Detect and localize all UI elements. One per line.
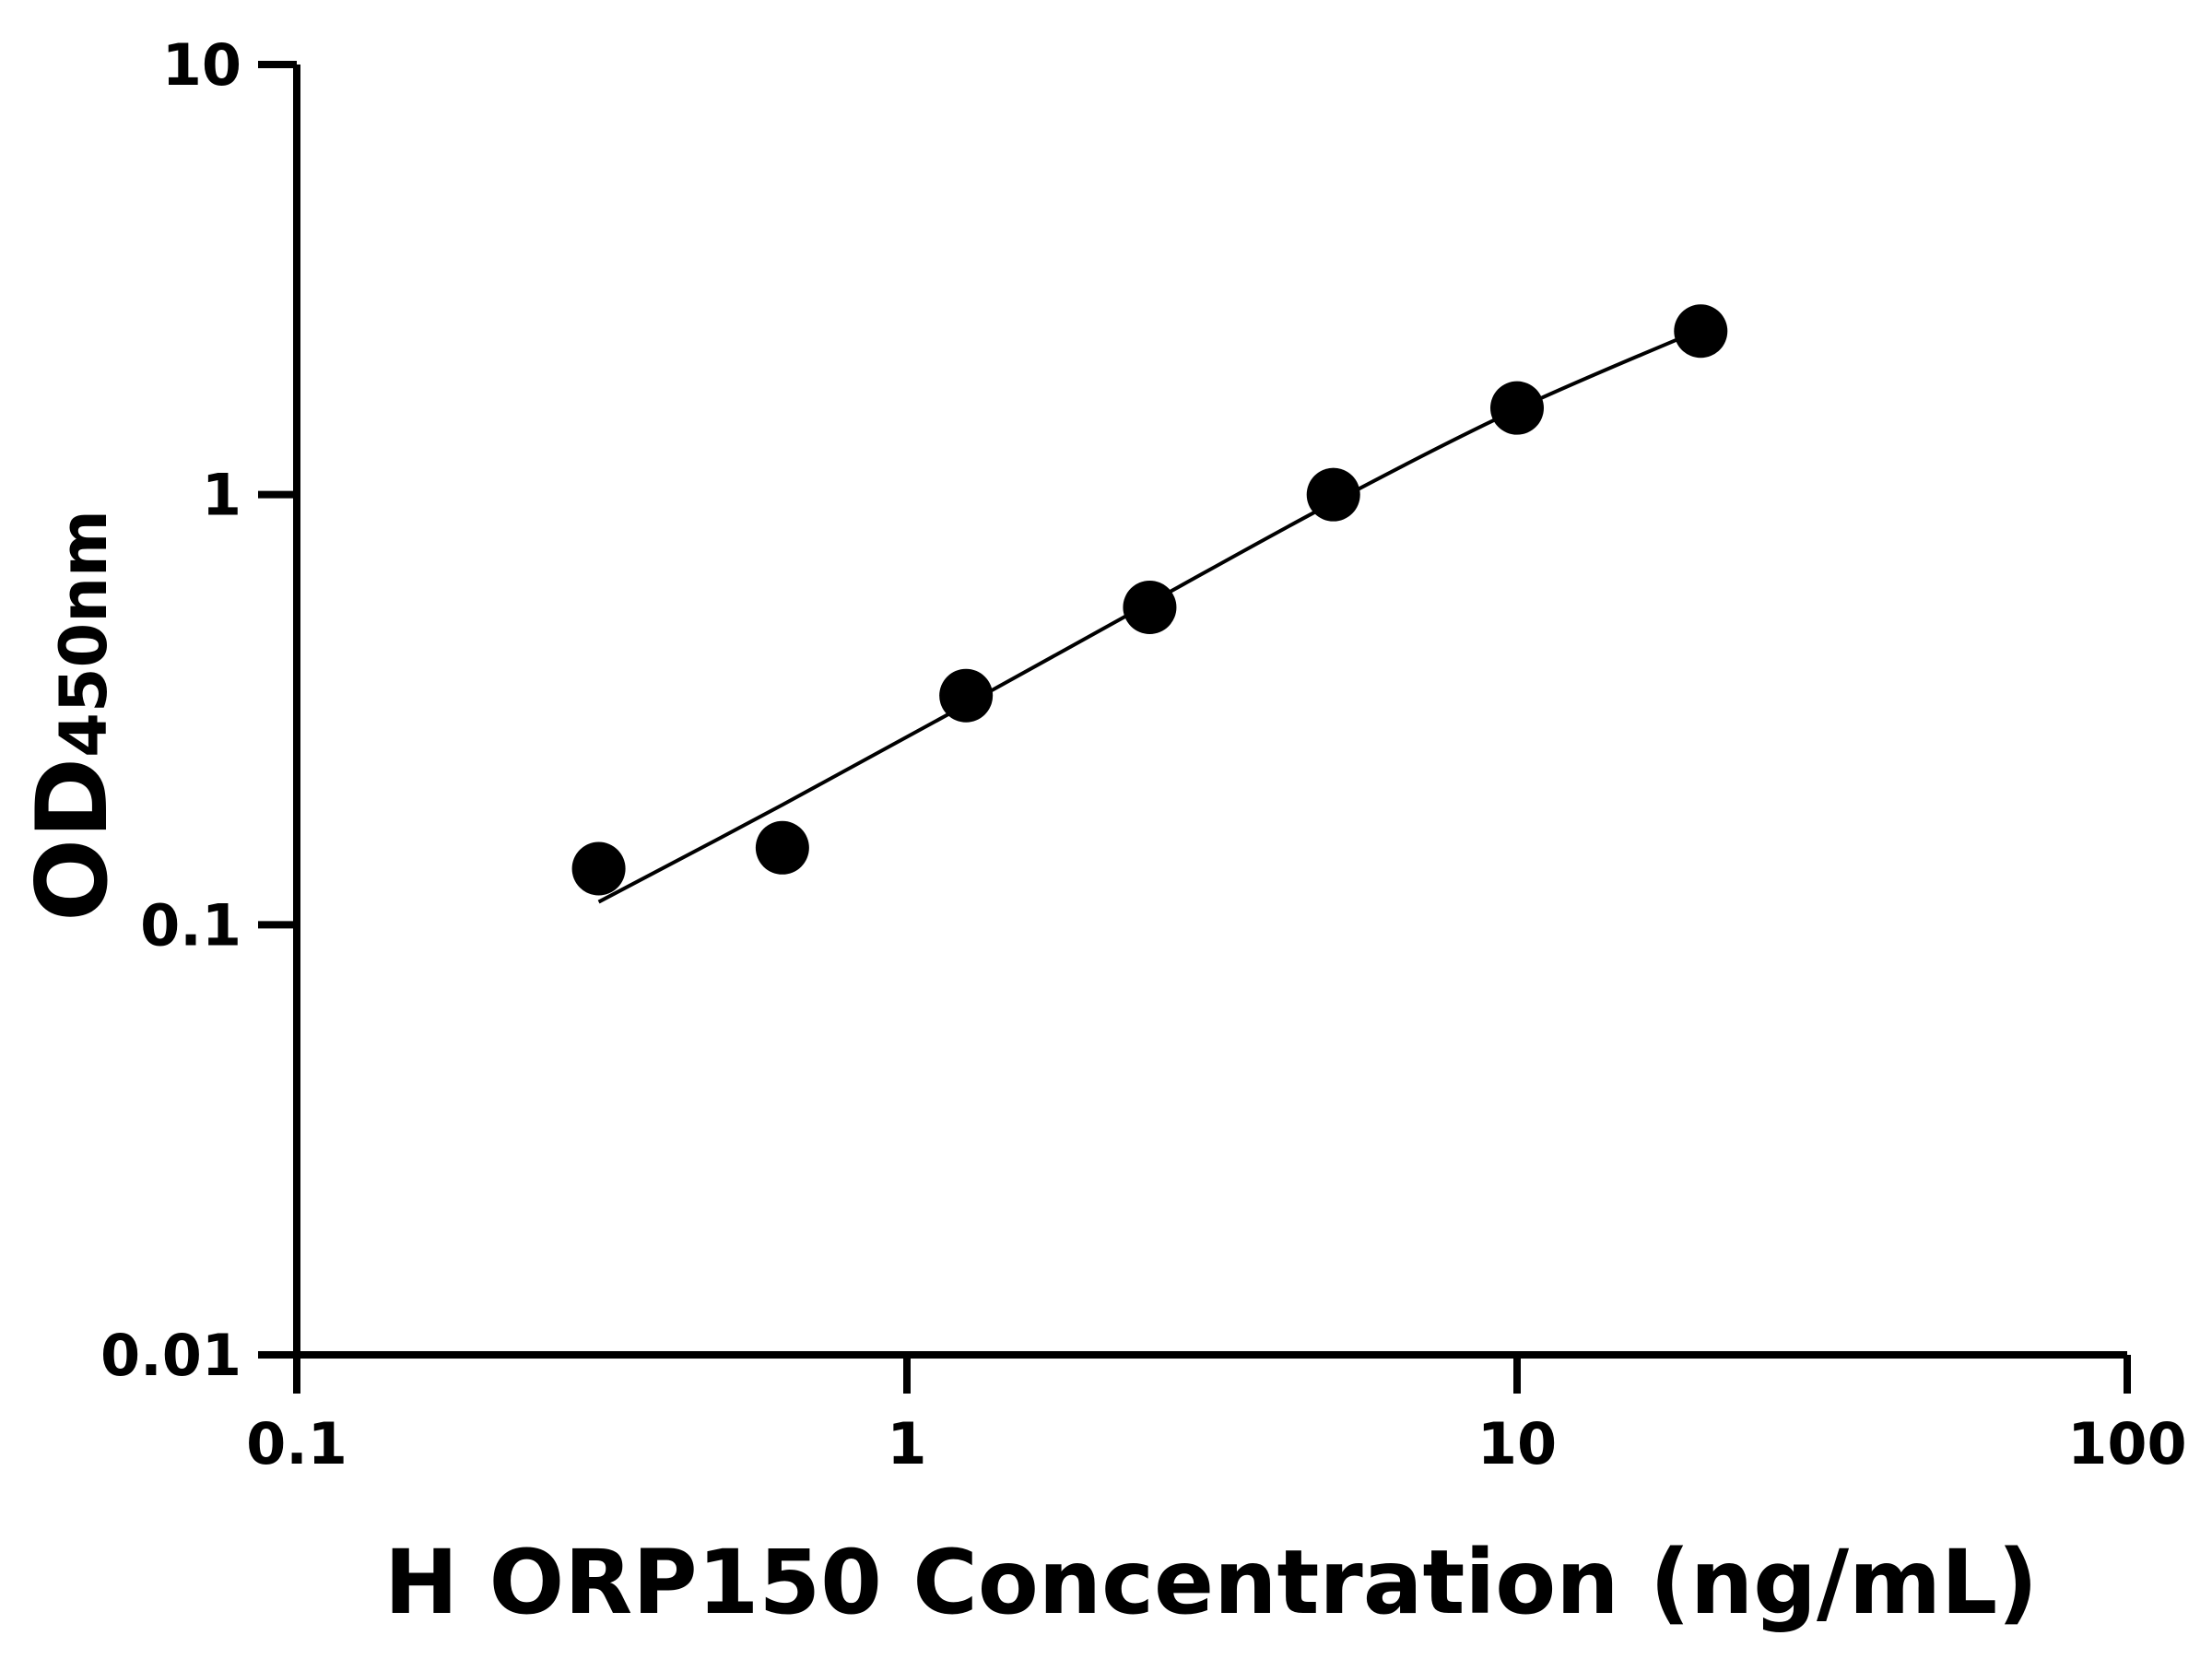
- y-axis-label-main: OD: [16, 758, 129, 922]
- data-point: [1306, 467, 1360, 522]
- x-axis-label: H ORP150 Concentration (ng/mL): [384, 1531, 2038, 1634]
- y-tick-label: 10: [162, 31, 241, 99]
- y-axis-label: OD450nm: [16, 510, 129, 922]
- y-axis-label-sub: 450nm: [46, 510, 122, 758]
- axes: [258, 61, 2131, 1394]
- data-point: [1490, 381, 1544, 435]
- x-tick-label: 1: [887, 1410, 926, 1477]
- x-tick-label: 100: [2067, 1410, 2186, 1477]
- data-point: [939, 668, 994, 723]
- data-point: [571, 841, 626, 896]
- y-tick-label: 1: [202, 462, 241, 529]
- data-point: [1123, 580, 1177, 634]
- x-tick-label: 0.1: [246, 1410, 347, 1477]
- x-tick-label: 10: [1477, 1410, 1557, 1477]
- data-point: [1674, 304, 1728, 359]
- y-tick-label: 0.1: [140, 891, 241, 959]
- data-points: [571, 304, 1728, 896]
- data-point: [755, 820, 809, 875]
- y-tick-label: 0.01: [100, 1322, 241, 1389]
